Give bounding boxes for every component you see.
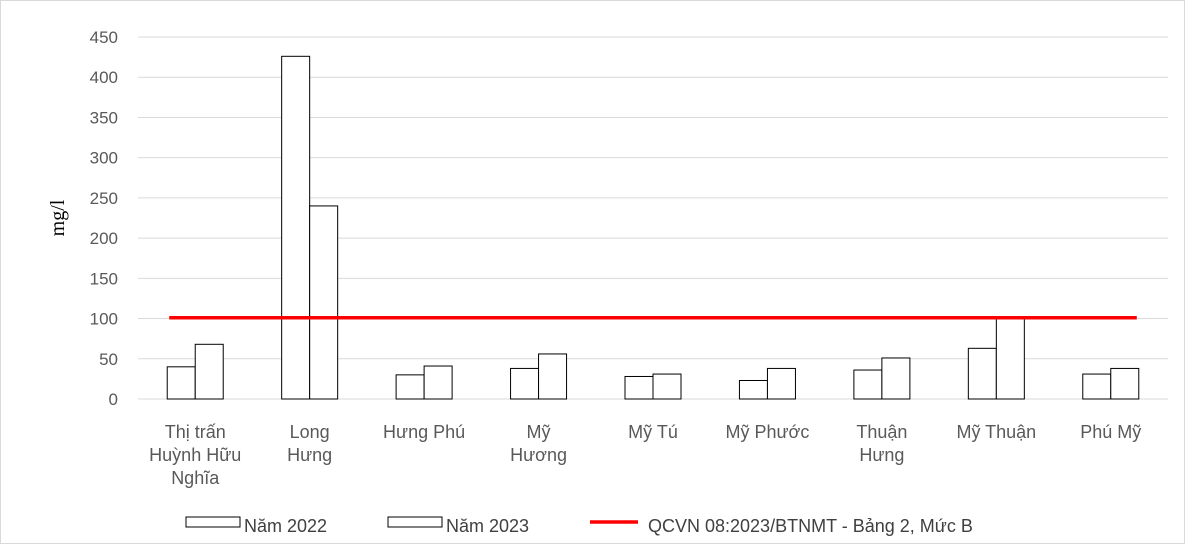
bar-2022 [854,370,882,399]
y-tick-label: 0 [109,390,118,409]
bar-2022 [625,376,653,399]
bar-2023 [195,344,223,399]
bar-2022 [167,367,195,399]
bar-2022 [1083,374,1111,399]
legend-swatch-2023 [388,517,442,527]
bar-2023 [653,374,681,399]
y-tick-label: 100 [90,310,118,329]
bar-2023 [996,319,1024,399]
y-axis-label: mg/l [47,199,69,236]
legend-label-threshold: QCVN 08:2023/BTNMT - Bảng 2, Mức B [648,516,973,536]
bar-2023 [1111,368,1139,399]
x-tick-label: Mỹ Thuận [956,422,1036,442]
bar-2023 [767,368,795,399]
bar-2023 [539,354,567,399]
bar-2022 [282,56,310,399]
y-tick-label: 450 [90,28,118,47]
x-tick-label: Hưng Phú [383,422,465,442]
y-tick-label: 300 [90,149,118,168]
bar-2023 [424,366,452,399]
y-tick-label: 250 [90,189,118,208]
bar-2022 [396,375,424,399]
y-tick-label: 150 [90,269,118,288]
bar-2022 [968,348,996,399]
y-tick-label: 50 [99,350,118,369]
x-tick-label: Mỹ Tú [628,422,678,442]
y-tick-label: 200 [90,229,118,248]
bar-2023 [882,358,910,399]
legend-swatch-2022 [186,517,240,527]
y-tick-label: 400 [90,68,118,87]
y-tick-label: 350 [90,108,118,127]
bar-2022 [739,380,767,399]
x-tick-label: Mỹ Phước [726,422,810,442]
legend-label-2022: Năm 2022 [244,516,327,536]
bar-2022 [511,368,539,399]
x-tick-label: Phú Mỹ [1080,422,1141,442]
legend-label-2023: Năm 2023 [446,516,529,536]
bar-2023 [310,206,338,399]
